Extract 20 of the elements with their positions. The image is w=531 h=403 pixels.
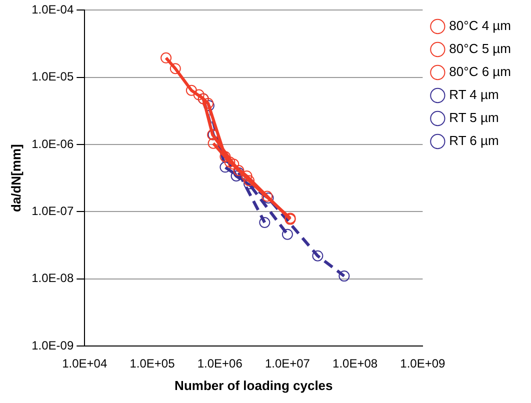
y-tick-label: 1.0E-09: [32, 338, 74, 352]
y-tick-label: 1.0E-06: [32, 136, 74, 151]
legend-label: RT 6 µm: [449, 133, 499, 148]
x-tick-label: 1.0E+07: [264, 356, 310, 371]
legend-label: 80°C 4 µm: [449, 18, 512, 34]
y-tick-label: 1.0E-04: [32, 2, 74, 17]
y-axis-title: da/dN[mm]: [8, 144, 24, 212]
y-tick-label: 1.0E-07: [32, 204, 74, 218]
legend-label: 80°C 6 µm: [449, 64, 512, 80]
x-tick-label: 1.0E+06: [197, 356, 243, 371]
legend-label: RT 4 µm: [449, 87, 499, 102]
legend-label: RT 5 µm: [449, 110, 499, 126]
x-tick-label: 1.0E+05: [130, 356, 176, 371]
x-tick-label: 1.0E+04: [62, 356, 108, 371]
x-axis-title: Number of loading cycles: [174, 378, 333, 393]
x-tick-label: 1.0E+09: [400, 356, 446, 371]
x-tick-label: 1.0E+08: [332, 356, 378, 371]
y-tick-label: 1.0E-08: [32, 271, 74, 286]
legend-label: 80°C 5 µm: [449, 41, 512, 56]
y-tick-label: 1.0E-05: [32, 70, 74, 84]
